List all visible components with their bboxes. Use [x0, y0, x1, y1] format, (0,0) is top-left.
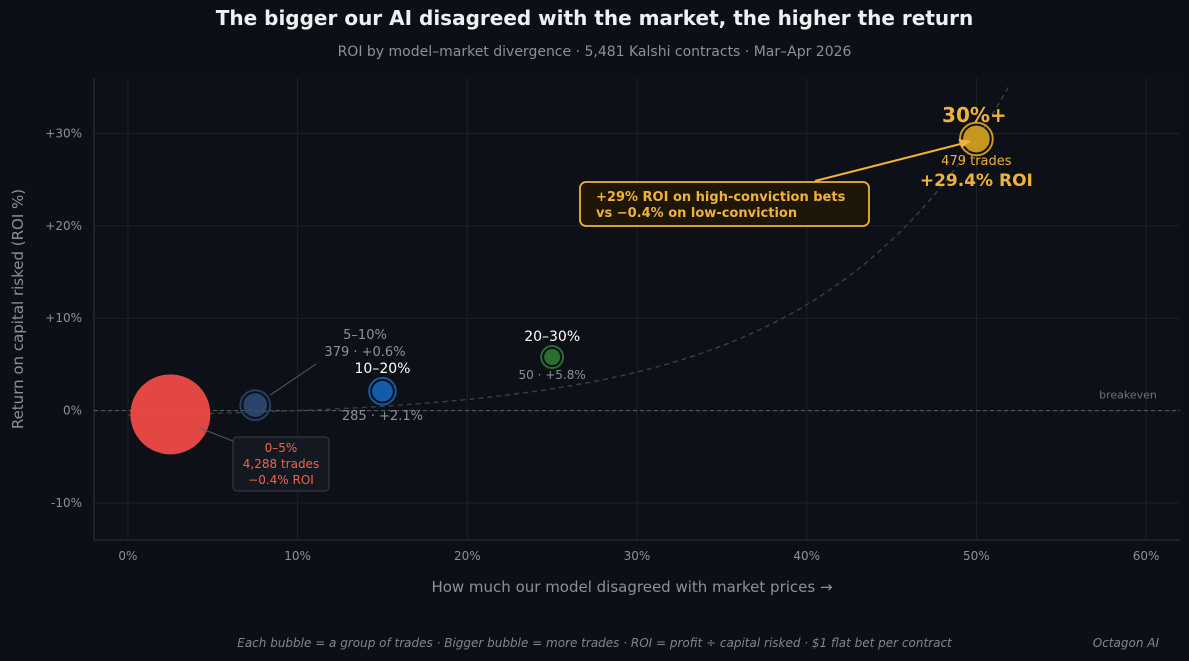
- bubble-1-roi-label: −0.4% ROI: [248, 473, 314, 487]
- annotation-arrow-line: [814, 141, 969, 182]
- brand-label: Octagon AI: [1092, 636, 1159, 650]
- x-tick-label: 50%: [963, 549, 990, 563]
- bubble-1: [130, 374, 211, 455]
- chart-subtitle: ROI by model–market divergence · 5,481 K…: [337, 44, 852, 60]
- x-tick-label: 10%: [284, 549, 311, 563]
- bubble-4-detail-label: 50 · +5.8%: [519, 368, 586, 382]
- bubble-4: [544, 349, 561, 366]
- bubble-1-trades-label: 4,288 trades: [243, 457, 319, 471]
- bubble-2: [243, 393, 268, 417]
- bubble-3-detail-label: 285 · +2.1%: [342, 409, 423, 424]
- x-tick-label: 60%: [1133, 549, 1160, 563]
- bubble-5-roi-label: +29.4% ROI: [920, 171, 1033, 191]
- mark-layer: [127, 83, 1011, 455]
- bubble-2-bucket-label: 5–10%: [343, 328, 387, 343]
- bubble-2-leader: [269, 363, 317, 396]
- callout-box: [232, 436, 330, 492]
- annotation-arrow-head: [958, 138, 972, 148]
- x-axis-label: How much our model disagreed with market…: [431, 578, 832, 596]
- bubble-2-detail-label: 379 · +0.6%: [324, 345, 405, 360]
- annotation-line-2: vs −0.4% on low-conviction: [596, 206, 797, 221]
- label-layer: breakeven 0–5% 4,288 trades −0.4% ROI 5–10% 3…: [200, 103, 1157, 492]
- axis-layer: 0% 10% 20% 30% 40% 50% 60% -10% 0% +10% +20% +30% Ho…: [9, 78, 1180, 596]
- bubble-3: [372, 380, 393, 402]
- y-tick-label: +20%: [45, 219, 82, 233]
- bubble-ring: [540, 345, 565, 370]
- chart-title: The bigger our AI disagreed with the mar…: [215, 6, 974, 30]
- y-tick-label: +10%: [45, 311, 82, 325]
- bubble-ring: [959, 121, 994, 157]
- bubble-ring: [368, 376, 397, 406]
- callout-leader: [200, 427, 234, 442]
- x-tick-label: 20%: [454, 549, 481, 563]
- bubble-4-bucket-label: 20–30%: [524, 329, 580, 345]
- x-tick-label: 30%: [624, 549, 651, 563]
- footnote: Each bubble = a group of trades · Bigger…: [237, 636, 952, 650]
- bubble-5: [963, 125, 990, 153]
- trend-curve: [127, 83, 1011, 416]
- breakeven-label: breakeven: [1099, 389, 1157, 402]
- y-tick-label: 0%: [63, 404, 82, 418]
- y-axis-label: Return on capital risked (ROI %): [9, 189, 27, 429]
- annotation-line-1: +29% ROI on high-conviction bets: [596, 190, 846, 205]
- x-tick-label: 0%: [118, 549, 137, 563]
- bubble-1-bucket-label: 0–5%: [265, 441, 298, 455]
- bubble-5-trades-label: 479 trades: [941, 154, 1012, 169]
- x-tick-label: 40%: [793, 549, 820, 563]
- bubble-3-bucket-label: 10–20%: [355, 361, 411, 377]
- annotation-box: [579, 181, 870, 227]
- bubble-5-bucket-label: 30%+: [942, 103, 1007, 127]
- y-tick-label: -10%: [51, 496, 82, 510]
- y-tick-label: +30%: [45, 126, 82, 140]
- bubble-ring: [239, 389, 272, 421]
